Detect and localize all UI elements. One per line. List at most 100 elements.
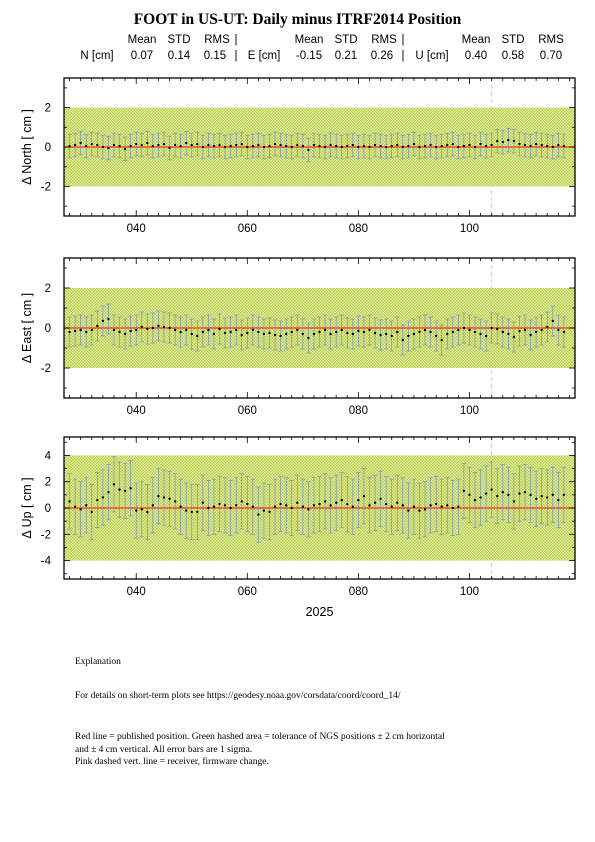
up-data-point [390, 505, 393, 508]
up-data-point [96, 498, 99, 502]
east-y-tick-label: 0 [45, 323, 51, 335]
north-data-point [323, 145, 327, 149]
north-x-tick-label: 100 [460, 223, 479, 235]
north-data-point [190, 143, 193, 147]
east-data-point [179, 330, 182, 334]
up-data-point [307, 508, 310, 511]
north-data-point [184, 141, 188, 145]
up-data-point [418, 509, 421, 512]
east-data-point [279, 334, 282, 338]
north-data-point [507, 138, 510, 142]
up-data-point [268, 510, 271, 514]
u-mean-header: Mean [461, 34, 491, 46]
up-data-point [279, 502, 282, 506]
up-x-tick-label: 080 [349, 586, 368, 598]
east-data-point [151, 326, 155, 330]
page-title: FOOT in US-UT: Daily minus ITRF2014 Posi… [133, 11, 462, 28]
north-data-point [429, 143, 432, 147]
east-x-tick-label: 080 [349, 405, 368, 417]
up-data-point [284, 504, 288, 507]
north-data-point [229, 144, 232, 148]
u-rms-header: RMS [538, 34, 564, 46]
up-data-point [323, 500, 327, 503]
up-data-point [262, 509, 266, 512]
east-data-point [407, 334, 410, 338]
north-data-point [179, 144, 182, 148]
up-data-point [234, 504, 238, 507]
north-data-point [85, 144, 88, 148]
east-data-point [323, 328, 327, 332]
up-data-point [473, 498, 477, 502]
up-data-point [507, 493, 510, 497]
east-data-point [396, 330, 399, 334]
north-data-point [279, 143, 282, 147]
up-data-point [85, 504, 88, 507]
up-data-point [229, 506, 232, 510]
north-data-point [490, 143, 493, 147]
east-data-point [384, 332, 388, 336]
east-data-point [379, 333, 382, 337]
east-data-point [329, 332, 332, 336]
east-data-point [85, 330, 88, 334]
up-x-axis-label: 2025 [306, 605, 334, 619]
up-data-point [246, 502, 249, 506]
north-data-point [562, 144, 566, 148]
up-data-point [546, 496, 549, 499]
east-data-point [157, 324, 160, 328]
east-data-point [68, 330, 71, 334]
north-data-point [157, 143, 160, 147]
north-data-point [551, 145, 554, 149]
up-data-point [129, 487, 132, 490]
e-std: 0.21 [334, 50, 358, 62]
n-mean-header: Mean [127, 34, 157, 46]
up-data-point [212, 505, 216, 508]
up-data-point [334, 501, 338, 504]
up-data-point [207, 506, 210, 510]
up-y-tick-label: 2 [45, 477, 51, 489]
east-data-point [90, 328, 93, 332]
north-data-point [173, 143, 177, 147]
east-data-point [418, 330, 421, 334]
north-data-point [546, 144, 549, 148]
east-data-point [362, 330, 366, 334]
east-data-point [451, 330, 455, 334]
up-data-point [484, 492, 488, 495]
up-data-point [496, 494, 499, 498]
east-data-point [312, 332, 316, 336]
east-data-point [162, 325, 166, 329]
north-data-point [534, 142, 538, 146]
up-data-point [340, 498, 343, 502]
east-data-point [107, 317, 110, 321]
east-data-point [484, 334, 488, 338]
up-data-point [112, 483, 116, 486]
up-data-point [151, 504, 155, 507]
north-data-point [451, 142, 455, 146]
up-data-point [73, 505, 77, 508]
up-data-point [512, 500, 516, 503]
up-data-point [173, 500, 177, 503]
up-panel: 040 060 080 100 -4 -2 0 2 4 Δ Up [ cm ] 2025 [20, 436, 576, 619]
north-data-point [346, 144, 349, 148]
up-data-point [368, 504, 371, 507]
u-label: U [cm] [415, 50, 449, 62]
up-data-point [396, 501, 399, 504]
east-data-point [201, 330, 205, 334]
up-data-point [407, 509, 410, 512]
up-data-point [251, 505, 255, 508]
up-data-point [523, 491, 527, 494]
east-y-axis-label: Δ East [ cm ] [20, 293, 34, 363]
north-x-tick-label: 060 [238, 223, 257, 235]
up-data-point [373, 501, 377, 504]
north-data-point [518, 142, 521, 146]
up-data-point [440, 505, 443, 508]
east-data-point [212, 332, 216, 336]
east-data-point [401, 338, 405, 342]
up-data-point [118, 488, 121, 491]
east-data-point [412, 332, 416, 336]
east-data-point [196, 334, 199, 338]
up-data-point [451, 506, 455, 510]
east-data-point [234, 328, 238, 332]
north-data-point [251, 144, 255, 148]
legend-note: Red line = published position. Green has… [75, 732, 445, 767]
